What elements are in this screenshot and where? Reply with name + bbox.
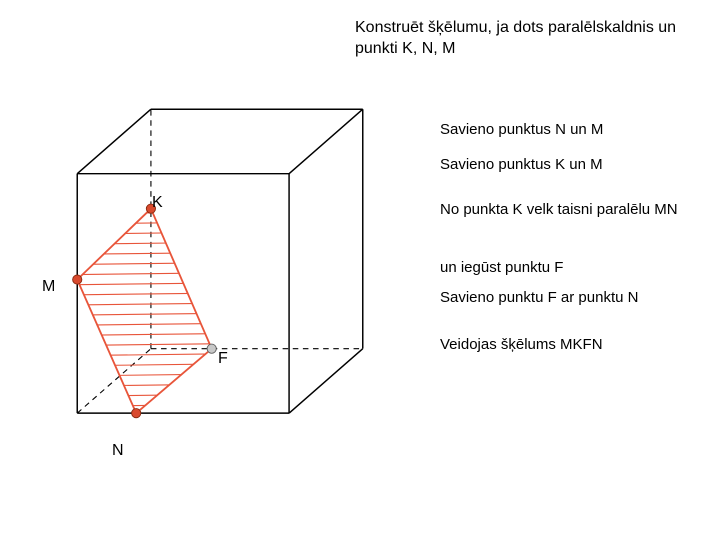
step-6: Veidojas šķēlums MKFN	[440, 335, 603, 355]
step-5: Savieno punktu F ar punktu N	[440, 288, 638, 308]
label-F: F	[218, 350, 228, 368]
step-3: No punkta K velk taisni paralēlu MN	[440, 200, 678, 220]
title: Konstruēt šķēlumu, ja dots paralēlskaldn…	[355, 18, 720, 60]
label-K: K	[152, 194, 163, 212]
diagram-svg	[50, 100, 390, 450]
parallelepiped-diagram: K M F N	[50, 100, 390, 455]
label-M: M	[42, 278, 55, 296]
label-N: N	[112, 442, 124, 460]
step-4: un iegūst punktu F	[440, 258, 563, 278]
step-2: Savieno punktus K un M	[440, 155, 603, 175]
step-1: Savieno punktus N un M	[440, 120, 603, 140]
